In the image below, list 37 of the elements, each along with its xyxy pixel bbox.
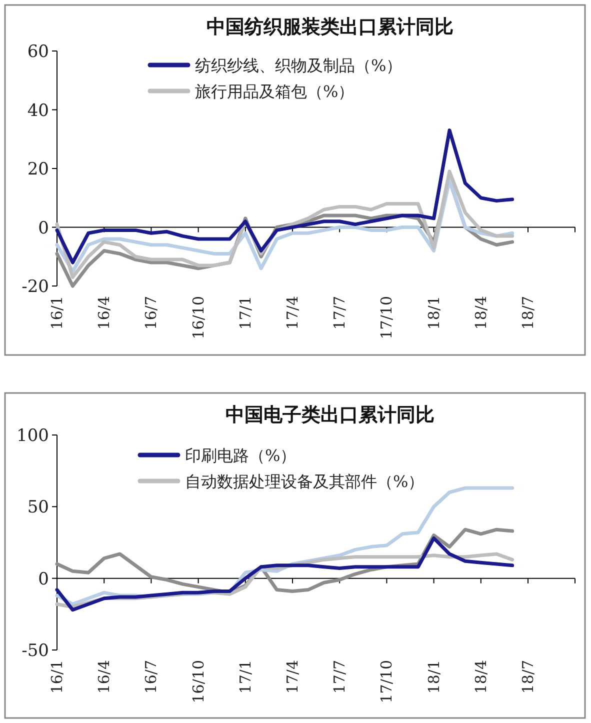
x-tick-label: 17/10 xyxy=(378,296,396,340)
x-tick-label: 16/10 xyxy=(189,660,208,704)
x-tick-label: 17/7 xyxy=(330,660,349,694)
y-tick-label: -20 xyxy=(22,277,49,297)
legend-label: 自动数据处理设备及其部件（%） xyxy=(185,472,424,491)
x-tick-label: 16/1 xyxy=(48,660,66,694)
x-tick-label: 16/1 xyxy=(48,296,66,330)
legend-label: 印刷电路（%） xyxy=(185,446,296,465)
y-tick-label: 100 xyxy=(16,426,49,446)
x-tick-label: 18/7 xyxy=(519,296,537,330)
chart-title: 中国纺织服装类出口累计同比 xyxy=(206,16,454,38)
x-tick-label: 16/4 xyxy=(95,296,114,330)
y-tick-label: -50 xyxy=(22,641,49,661)
x-tick-label: 17/4 xyxy=(284,296,302,330)
x-tick-label: 18/1 xyxy=(424,660,443,694)
y-tick-label: 60 xyxy=(27,42,49,62)
y-tick-label: 20 xyxy=(27,160,49,180)
x-tick-label: 18/4 xyxy=(472,660,490,694)
x-tick-label: 16/4 xyxy=(95,660,114,694)
x-tick-label: 17/1 xyxy=(236,296,254,330)
x-tick-label: 17/10 xyxy=(378,660,396,704)
x-tick-label: 17/1 xyxy=(236,660,254,694)
x-tick-label: 16/7 xyxy=(142,660,160,694)
x-tick-label: 18/7 xyxy=(519,660,537,694)
chart-title: 中国电子类出口累计同比 xyxy=(226,404,434,426)
x-tick-label: 18/1 xyxy=(424,296,443,330)
y-tick-label: 40 xyxy=(27,100,49,121)
x-tick-label: 18/4 xyxy=(472,296,490,330)
x-tick-label: 16/10 xyxy=(189,296,208,340)
y-tick-label: 0 xyxy=(38,218,49,238)
legend-label: 旅行用品及箱包（%） xyxy=(195,82,354,101)
x-tick-label: 16/7 xyxy=(142,296,160,330)
x-tick-label: 17/4 xyxy=(284,660,302,694)
legend-label: 纺织纱线、织物及制品（%） xyxy=(195,56,402,75)
x-tick-label: 17/7 xyxy=(330,296,349,330)
y-tick-label: 0 xyxy=(38,569,49,590)
y-tick-label: 50 xyxy=(27,498,49,518)
